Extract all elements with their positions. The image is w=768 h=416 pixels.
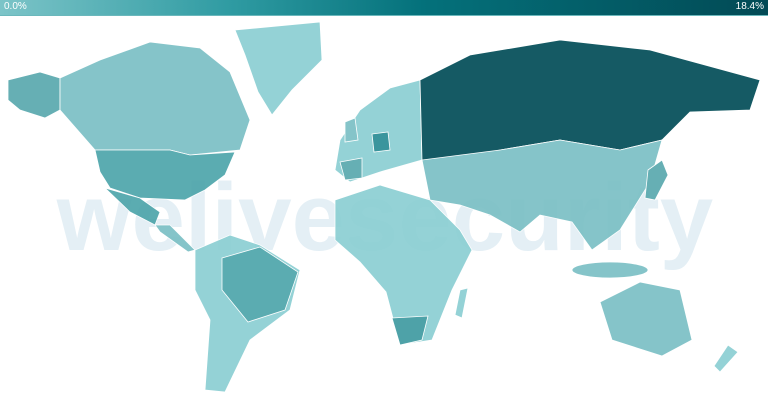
region-madagascar[interactable] <box>454 287 469 319</box>
region-new-zealand[interactable] <box>713 344 739 373</box>
region-russia[interactable] <box>419 39 761 161</box>
world-map: welivesecurity <box>7 21 761 393</box>
region-mexico[interactable] <box>104 187 161 226</box>
region-uk[interactable] <box>344 117 359 143</box>
region-australia[interactable] <box>599 281 693 357</box>
region-africa[interactable] <box>334 184 473 346</box>
region-central-america[interactable] <box>154 224 196 253</box>
region-south-africa[interactable] <box>391 315 429 346</box>
region-usa[interactable] <box>94 149 236 201</box>
region-spain[interactable] <box>339 157 363 181</box>
region-alaska[interactable] <box>7 71 61 119</box>
color-scale-legend: 0.0% 18.4% <box>0 0 768 16</box>
region-asia[interactable] <box>421 139 663 251</box>
region-japan[interactable] <box>644 159 669 201</box>
region-canada[interactable] <box>59 41 251 156</box>
legend-max-label: 18.4% <box>735 1 764 12</box>
region-brazil[interactable] <box>221 246 299 323</box>
region-greenland[interactable] <box>234 21 323 116</box>
region-indonesia[interactable] <box>571 261 649 279</box>
region-germany[interactable] <box>371 131 391 153</box>
legend-min-label: 0.0% <box>4 1 27 12</box>
